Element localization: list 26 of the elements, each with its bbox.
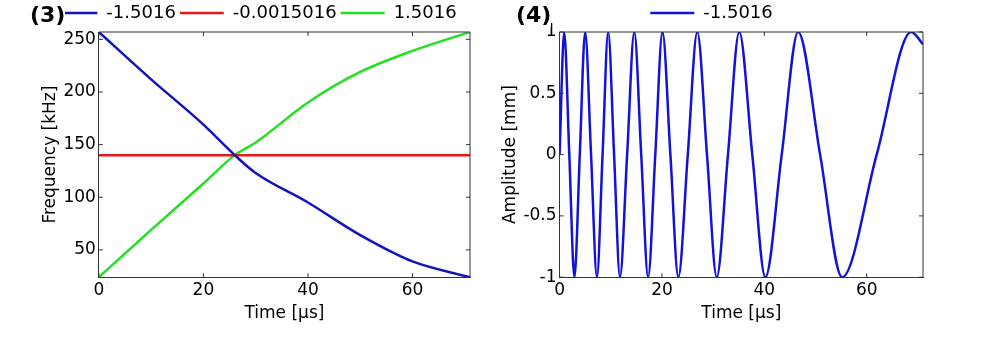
y-tick-label: 200 — [63, 80, 96, 101]
x-tick-label: 60 — [855, 278, 878, 299]
x-tick-label: 40 — [753, 278, 776, 299]
x-axis-title: Time [µs] — [243, 302, 325, 323]
legend-label: 1.5016 — [393, 0, 457, 22]
line-series — [98, 32, 470, 278]
y-tick-label: 0.5 — [529, 81, 557, 102]
x-axis-title: Time [µs] — [700, 302, 782, 323]
y-axis-title: Amplitude [mm] — [498, 85, 519, 225]
x-tick-label: 20 — [192, 278, 215, 299]
x-tick-label: 20 — [651, 278, 673, 299]
x-tick-label: 40 — [297, 278, 319, 299]
legend-label: -0.0015016 — [232, 0, 337, 22]
y-tick-label: 150 — [63, 133, 96, 154]
line-series — [559, 32, 923, 278]
y-axis-title: Frequency [kHz] — [38, 85, 59, 224]
x-tick-label: 60 — [401, 278, 424, 299]
y-tick-label: 0 — [545, 143, 557, 164]
y-tick-label: -0.5 — [523, 204, 557, 225]
y-tick-label: 250 — [63, 27, 96, 48]
legend-label: -1.5016 — [703, 0, 773, 22]
legend-label: -1.5016 — [106, 0, 176, 22]
y-tick-label: 100 — [63, 185, 96, 206]
chart-title: (3) — [30, 2, 66, 27]
y-tick-label: 50 — [74, 238, 96, 259]
chart-title: (4) — [516, 2, 552, 27]
